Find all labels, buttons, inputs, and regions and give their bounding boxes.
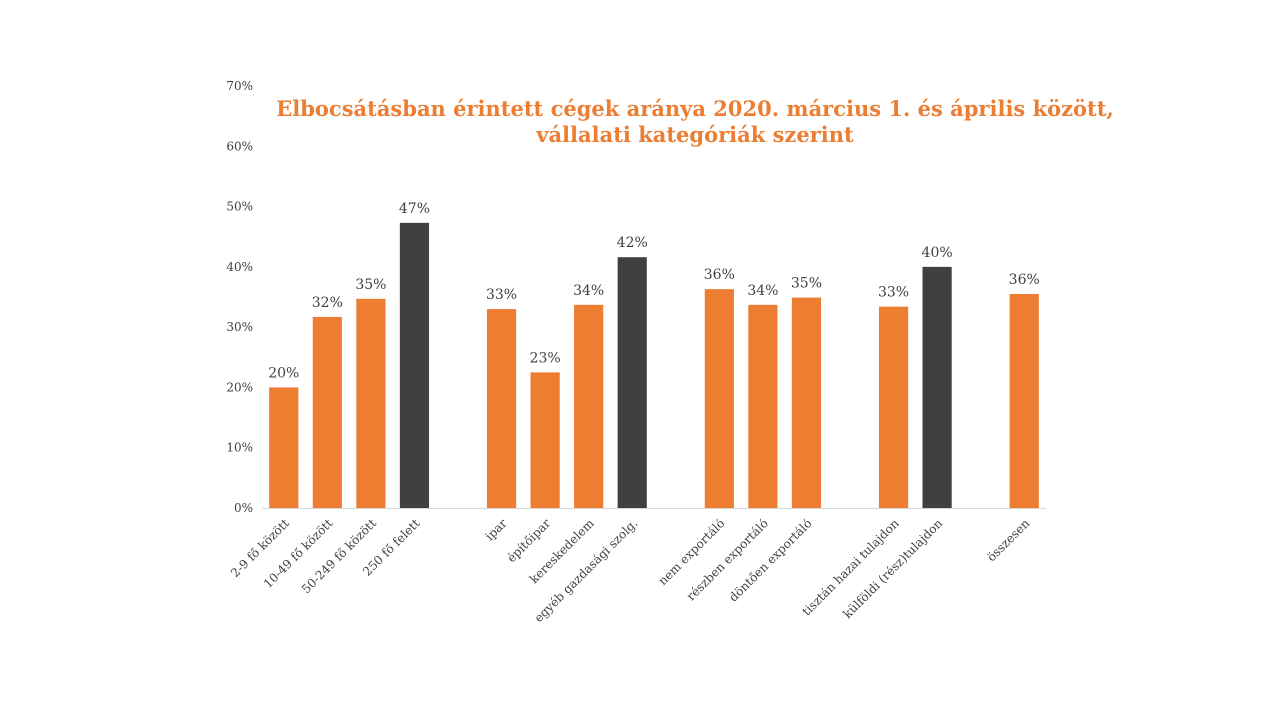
bar bbox=[312, 316, 342, 508]
data-label: 34% bbox=[747, 283, 778, 299]
data-label: 42% bbox=[617, 235, 648, 251]
data-label: 20% bbox=[268, 365, 299, 381]
data-label: 33% bbox=[486, 287, 517, 303]
bar bbox=[574, 304, 604, 508]
data-label: 34% bbox=[573, 283, 604, 299]
bar bbox=[1009, 293, 1039, 508]
y-tick-label: 40% bbox=[226, 260, 253, 274]
y-tick-label: 60% bbox=[226, 139, 253, 153]
bar bbox=[922, 266, 952, 508]
category-label: részben exportáló bbox=[684, 516, 771, 603]
data-label: 35% bbox=[791, 276, 822, 292]
bar bbox=[530, 372, 560, 508]
bar bbox=[878, 306, 909, 508]
data-label: 35% bbox=[355, 277, 386, 293]
category-label: ipar bbox=[483, 516, 510, 543]
category-label: 50-249 fő között bbox=[299, 516, 379, 596]
data-label: 36% bbox=[704, 267, 735, 283]
data-label: 47% bbox=[399, 201, 430, 217]
data-label: 33% bbox=[878, 285, 909, 301]
bar bbox=[617, 257, 647, 508]
data-label: 36% bbox=[1009, 272, 1040, 288]
y-tick-label: 70% bbox=[226, 79, 253, 93]
y-axis: 0% 10% 20% 30% 40% 50% 60% 70% bbox=[226, 79, 253, 515]
y-tick-label: 30% bbox=[226, 320, 253, 334]
chart-title: Elbocsátásban érintett cégek aránya 2020… bbox=[276, 96, 1114, 147]
y-tick-label: 10% bbox=[226, 441, 253, 455]
data-label: 23% bbox=[530, 350, 561, 366]
category-label: döntően exportáló bbox=[726, 516, 814, 604]
bar bbox=[704, 289, 734, 508]
category-label: összesen bbox=[984, 516, 1032, 564]
bar bbox=[399, 222, 430, 508]
chart-title-line: Elbocsátásban érintett cégek aránya 2020… bbox=[276, 96, 1114, 121]
bar bbox=[748, 304, 778, 508]
bars bbox=[269, 222, 1039, 508]
bar bbox=[791, 297, 822, 508]
y-tick-label: 50% bbox=[226, 200, 253, 214]
data-label: 40% bbox=[922, 245, 953, 261]
y-tick-label: 20% bbox=[226, 380, 253, 394]
y-tick-label: 0% bbox=[234, 501, 253, 515]
bar bbox=[356, 298, 386, 508]
chart-title-line: vállalati kategóriák szerint bbox=[535, 122, 854, 147]
bar bbox=[486, 309, 517, 508]
data-labels: 20% 32% 35% 47% 33% 23% 34% 42% 36% 34% 35% 33% 40% 3… bbox=[268, 201, 1040, 382]
bar bbox=[269, 387, 299, 508]
data-label: 32% bbox=[312, 295, 343, 311]
